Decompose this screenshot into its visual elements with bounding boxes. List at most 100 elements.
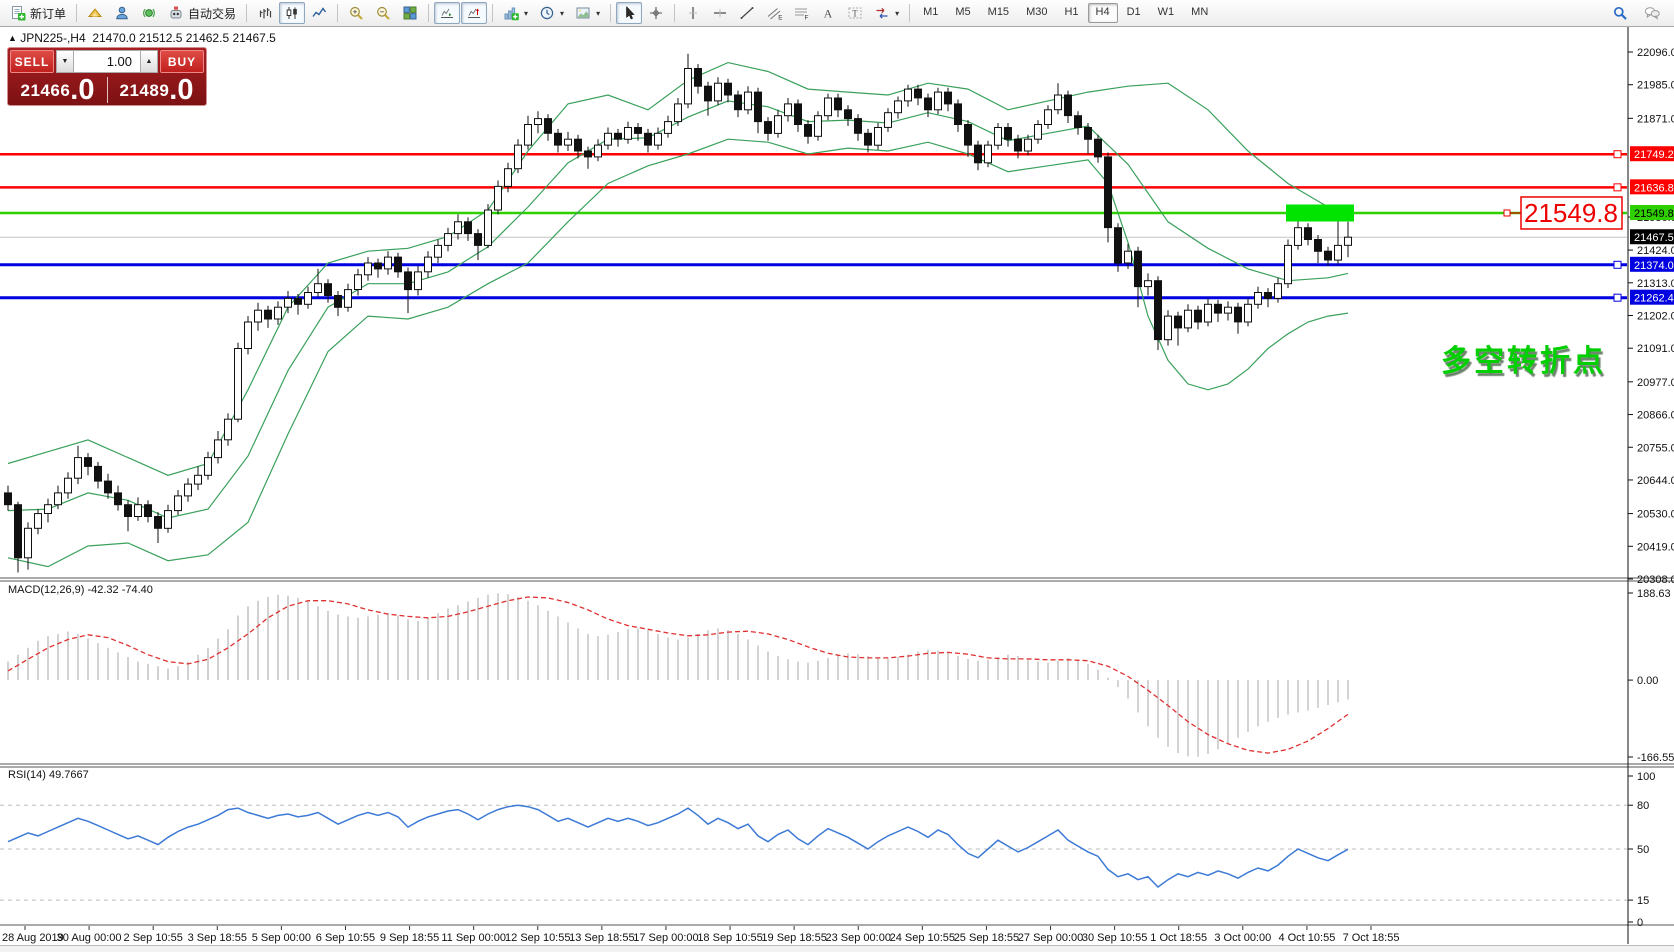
hline-handle-21374.0[interactable] (1613, 260, 1622, 269)
buy-price[interactable]: 21489.0 (107, 75, 206, 105)
sell-button[interactable]: SELL (10, 50, 54, 73)
fibonacci-button[interactable]: F (788, 2, 814, 24)
indicators-button[interactable]: ▾ (498, 2, 533, 24)
arrows-button[interactable]: ▾ (869, 2, 904, 24)
timeframe-m5-button[interactable]: M5 (955, 6, 971, 18)
toolbar-separator (337, 4, 339, 22)
rsi-line[interactable] (7, 804, 1349, 888)
new-order-button[interactable]: 新订单 (5, 2, 71, 24)
timeframe-m15-button[interactable]: M15 (987, 6, 1010, 18)
timeframe-mn-button[interactable]: MN (1191, 6, 1209, 18)
profiles-icon (87, 8, 103, 17)
tile-windows-icon (403, 6, 417, 20)
dropdown-caret-icon: ▾ (560, 8, 565, 18)
zoom-out-button[interactable] (370, 2, 396, 24)
vline-icon (689, 7, 698, 19)
indicators-icon (504, 7, 519, 21)
hline-handle-21749.2[interactable] (1613, 150, 1622, 159)
search-button[interactable] (1607, 2, 1633, 24)
metaeditor-button[interactable] (109, 2, 135, 24)
auto-scroll-button[interactable] (434, 2, 461, 24)
label-icon: T (848, 7, 862, 19)
timeframe-w1-button[interactable]: W1 (1157, 6, 1175, 18)
text-button[interactable]: A (815, 2, 841, 24)
time-axis-label: 1 Oct 18:55 (1150, 932, 1207, 944)
price-axis-label: 22096.0 (1637, 47, 1674, 59)
crosshair-button[interactable] (643, 2, 669, 24)
sell-price[interactable]: 21466.0 (8, 75, 107, 105)
cursor-icon (626, 5, 635, 20)
profiles-button[interactable] (82, 2, 108, 24)
bollinger-middle-band[interactable] (7, 100, 1349, 519)
macd-axis-label: 188.63 (1637, 588, 1671, 600)
templates-button[interactable]: ▾ (570, 2, 605, 24)
hline-handle-21262.4[interactable] (1613, 293, 1622, 302)
time-axis-label: 24 Sep 10:55 (890, 932, 955, 944)
trendline-icon (740, 7, 754, 19)
signals-button[interactable] (136, 2, 162, 24)
volume-decrease-button[interactable]: ▼ (56, 50, 74, 73)
signals-icon (143, 8, 155, 18)
toolbar-separator (246, 4, 248, 22)
chart-annotation-text[interactable]: 多空转折点 (1441, 345, 1606, 378)
horizontal-line-button[interactable] (707, 2, 733, 24)
sell-price-main: 21466 (20, 81, 71, 100)
price-axis-label: 20308.0 (1637, 574, 1674, 586)
price-axis-label: 20644.0 (1637, 475, 1674, 487)
svg-text:F: F (805, 15, 809, 22)
chart-shift-icon (468, 8, 481, 18)
vertical-line-button[interactable] (680, 2, 706, 24)
timeframe-h4-button[interactable]: H4 (1087, 3, 1118, 23)
big-price-label-text: 21549.8 (1524, 198, 1618, 228)
zoom-out-icon (377, 6, 390, 20)
tile-windows-button[interactable] (397, 2, 423, 24)
zoom-in-icon (350, 6, 363, 20)
timeframe-h1-button[interactable]: H1 (1064, 6, 1079, 18)
hline-handle-21636.8[interactable] (1613, 183, 1622, 192)
volume-input[interactable]: 1.00 (74, 50, 140, 73)
macd-signal-line[interactable] (7, 596, 1349, 754)
dropdown-caret-icon: ▾ (524, 8, 529, 18)
autotrading-button[interactable]: 自动交易 (163, 2, 241, 24)
highlight-rectangle[interactable] (1286, 204, 1354, 222)
current-price-tag: 21467.5 (1630, 229, 1674, 245)
bar-chart-button[interactable] (252, 2, 278, 24)
price-axis-label: 21313.0 (1637, 278, 1674, 290)
price-axis-label: 20530.0 (1637, 509, 1674, 521)
symbol-marker-icon[interactable]: ▲ (8, 33, 17, 43)
equidistant-channel-button[interactable]: E (761, 2, 787, 24)
rsi-axis-label: 15 (1637, 895, 1649, 907)
chart-shift-button[interactable] (461, 2, 488, 24)
bollinger-lower-band[interactable] (7, 138, 1349, 568)
rsi-title: RSI(14) 49.7667 (8, 769, 89, 781)
zoom-in-button[interactable] (343, 2, 369, 24)
chart-canvas[interactable]: 22096.021985.021871.021536.021424.021313… (0, 27, 1674, 952)
big-price-callout[interactable]: 21549.8 (1503, 196, 1623, 230)
time-axis-label: 12 Sep 10:55 (505, 932, 570, 944)
text-label-button[interactable]: T (842, 2, 868, 24)
price-axis-label: 20977.0 (1637, 377, 1674, 389)
time-axis-label: 9 Sep 18:55 (380, 932, 439, 944)
rsi-axis-label: 80 (1637, 800, 1649, 812)
symbol-period-label: JPN225-,H4 (20, 31, 86, 45)
channel-icon: E (767, 8, 782, 21)
volume-increase-button[interactable]: ▲ (140, 50, 158, 73)
cursor-button[interactable] (616, 2, 643, 24)
price-tag-21262.4-text: 21262.4 (1634, 293, 1674, 305)
time-axis-label: 18 Sep 10:55 (697, 932, 762, 944)
price-tag-21549.8: 21549.8 (1630, 204, 1674, 220)
chat-button[interactable] (1639, 2, 1665, 24)
timeframe-d1-button[interactable]: D1 (1126, 6, 1141, 18)
bar-chart-icon (259, 8, 272, 19)
line-chart-button[interactable] (306, 2, 332, 24)
buy-button[interactable]: BUY (160, 50, 204, 73)
timeframe-m1-button[interactable]: M1 (923, 6, 939, 18)
trendline-button[interactable] (734, 2, 760, 24)
periods-button[interactable]: ▾ (534, 2, 569, 24)
timeframe-m30-button[interactable]: M30 (1026, 6, 1048, 18)
time-axis-label: 13 Sep 18:55 (569, 932, 634, 944)
toolbar-separator (909, 4, 911, 22)
time-axis-label: 19 Sep 18:55 (761, 932, 826, 944)
templates-icon (576, 7, 590, 19)
candlestick-chart-button[interactable] (279, 2, 306, 24)
